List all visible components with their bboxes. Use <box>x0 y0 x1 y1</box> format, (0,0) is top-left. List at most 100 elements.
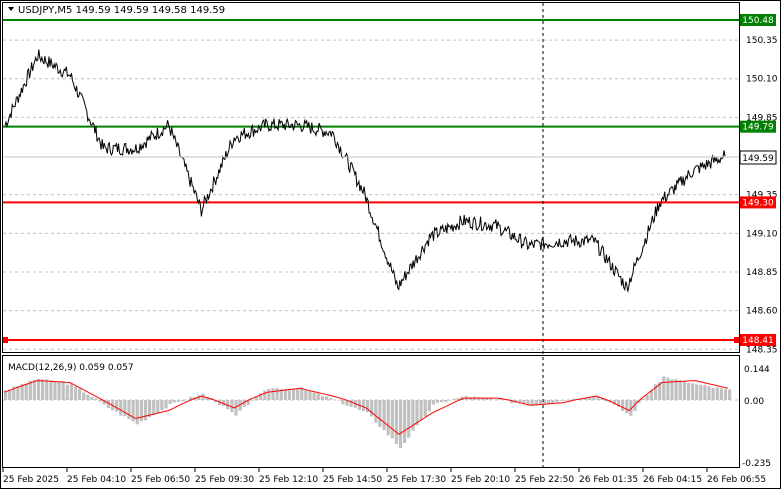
macd-bar <box>625 400 629 414</box>
macd-bar <box>555 400 559 403</box>
macd-bar <box>678 380 682 400</box>
macd-bar <box>600 398 604 400</box>
macd-bar <box>403 400 407 443</box>
macd-bar <box>542 400 547 405</box>
macd-bar <box>12 386 16 400</box>
macd-bar <box>82 392 86 400</box>
macd-bar <box>292 389 296 400</box>
macd-bar <box>485 398 489 400</box>
price-axis: 150.35 150.10 149.85 149.35 149.10 148.85 148.… <box>746 36 778 355</box>
macd-bar <box>604 400 608 402</box>
macd-bar <box>300 387 304 400</box>
macd-bar <box>106 400 110 408</box>
macd-bar <box>304 389 308 400</box>
macd-bar <box>28 380 32 400</box>
macd-bar <box>86 394 90 400</box>
macd-bar <box>423 400 427 417</box>
macd-bar <box>481 397 485 400</box>
macd-bar <box>645 394 649 400</box>
macd-bar <box>456 398 460 400</box>
macd-bar <box>312 392 316 400</box>
macd-bar <box>123 400 127 417</box>
macd-bar <box>530 400 534 406</box>
macd-bar <box>271 388 275 400</box>
macd-tick-top: 0.144 <box>744 365 770 375</box>
price-levels <box>3 19 739 343</box>
level-anchor-right[interactable] <box>734 337 739 343</box>
time-label: 25 Feb 17:30 <box>387 475 446 485</box>
macd-bar <box>596 396 600 400</box>
macd-bar <box>390 400 394 439</box>
macd-bar <box>259 393 263 400</box>
macd-bar <box>440 400 444 403</box>
macd-bar <box>69 383 73 400</box>
level-tag <box>740 120 776 133</box>
macd-bar <box>715 387 719 400</box>
time-label: 26 Feb 04:15 <box>643 475 702 485</box>
macd-bar <box>366 400 370 413</box>
macd-bar <box>20 384 24 400</box>
macd-bar <box>612 400 616 405</box>
macd-bar <box>460 396 464 400</box>
price-panel[interactable]: 150.35 150.10 149.85 149.35 149.10 148.85 148.… <box>2 2 778 356</box>
macd-bar <box>275 388 279 400</box>
current-price-label: 149.59 <box>742 154 774 164</box>
time-label: 26 Feb 01:35 <box>579 475 638 485</box>
macd-bar <box>670 379 674 400</box>
macd-bar <box>629 400 633 416</box>
macd-title: MACD(12,26,9) 0.059 0.057 <box>8 363 134 373</box>
macd-bar <box>654 384 658 400</box>
macd-bar <box>522 400 526 405</box>
macd-bar <box>143 400 148 421</box>
macd-bar <box>723 389 728 400</box>
macd-bar <box>49 380 53 400</box>
macd-bar <box>102 400 106 405</box>
macd-bar <box>234 400 238 416</box>
macd-bar <box>703 385 707 400</box>
macd-bar <box>682 380 686 400</box>
macd-bar <box>139 400 143 422</box>
macd-bar <box>579 399 584 400</box>
macd-bar <box>662 376 666 400</box>
macd-bar <box>119 400 123 416</box>
macd-bar <box>728 389 732 400</box>
macd-bar <box>4 390 8 400</box>
price-tick-label: 149.10 <box>746 229 778 239</box>
macd-bar <box>90 396 94 400</box>
macd-bar <box>719 388 723 400</box>
macd-bar <box>691 383 695 400</box>
macd-bar <box>658 381 662 400</box>
triangle-down-icon[interactable] <box>8 7 14 11</box>
macd-bar <box>415 400 419 426</box>
macd-bar <box>226 400 230 410</box>
macd-bar <box>398 400 403 448</box>
macd-bar <box>374 400 378 423</box>
macd-bar <box>205 396 209 400</box>
macd-bar <box>98 400 102 402</box>
price-tick-label: 150.35 <box>746 36 778 46</box>
price-tick-label: 150.10 <box>746 75 778 85</box>
price-panel-border <box>2 2 740 353</box>
level-tag <box>740 14 776 26</box>
macd-bar <box>213 400 217 403</box>
macd-bar <box>452 398 456 400</box>
macd-bar <box>427 400 431 412</box>
macd-bar <box>267 389 271 400</box>
macd-bar <box>386 400 390 436</box>
time-axis: 25 Feb 2025 25 Feb 04:10 25 Feb 06:50 25 Fe… <box>2 468 766 485</box>
macd-panel[interactable]: MACD(12,26,9) 0.059 0.057 0.144 0.00 -0.… <box>2 355 772 470</box>
level-anchor-left[interactable] <box>3 337 8 343</box>
macd-bar <box>172 400 176 403</box>
macd-bar <box>131 400 135 422</box>
macd-tick-bottom: -0.235 <box>742 459 771 469</box>
macd-bar <box>666 377 670 400</box>
current-price-tag <box>739 150 777 165</box>
macd-bar <box>168 400 172 405</box>
macd-bar <box>407 400 411 438</box>
macd-signal-line <box>3 380 729 435</box>
macd-bar <box>24 383 28 400</box>
level-label: 150.48 <box>742 16 774 26</box>
macd-bar <box>370 400 374 417</box>
macd-bar <box>41 379 45 400</box>
